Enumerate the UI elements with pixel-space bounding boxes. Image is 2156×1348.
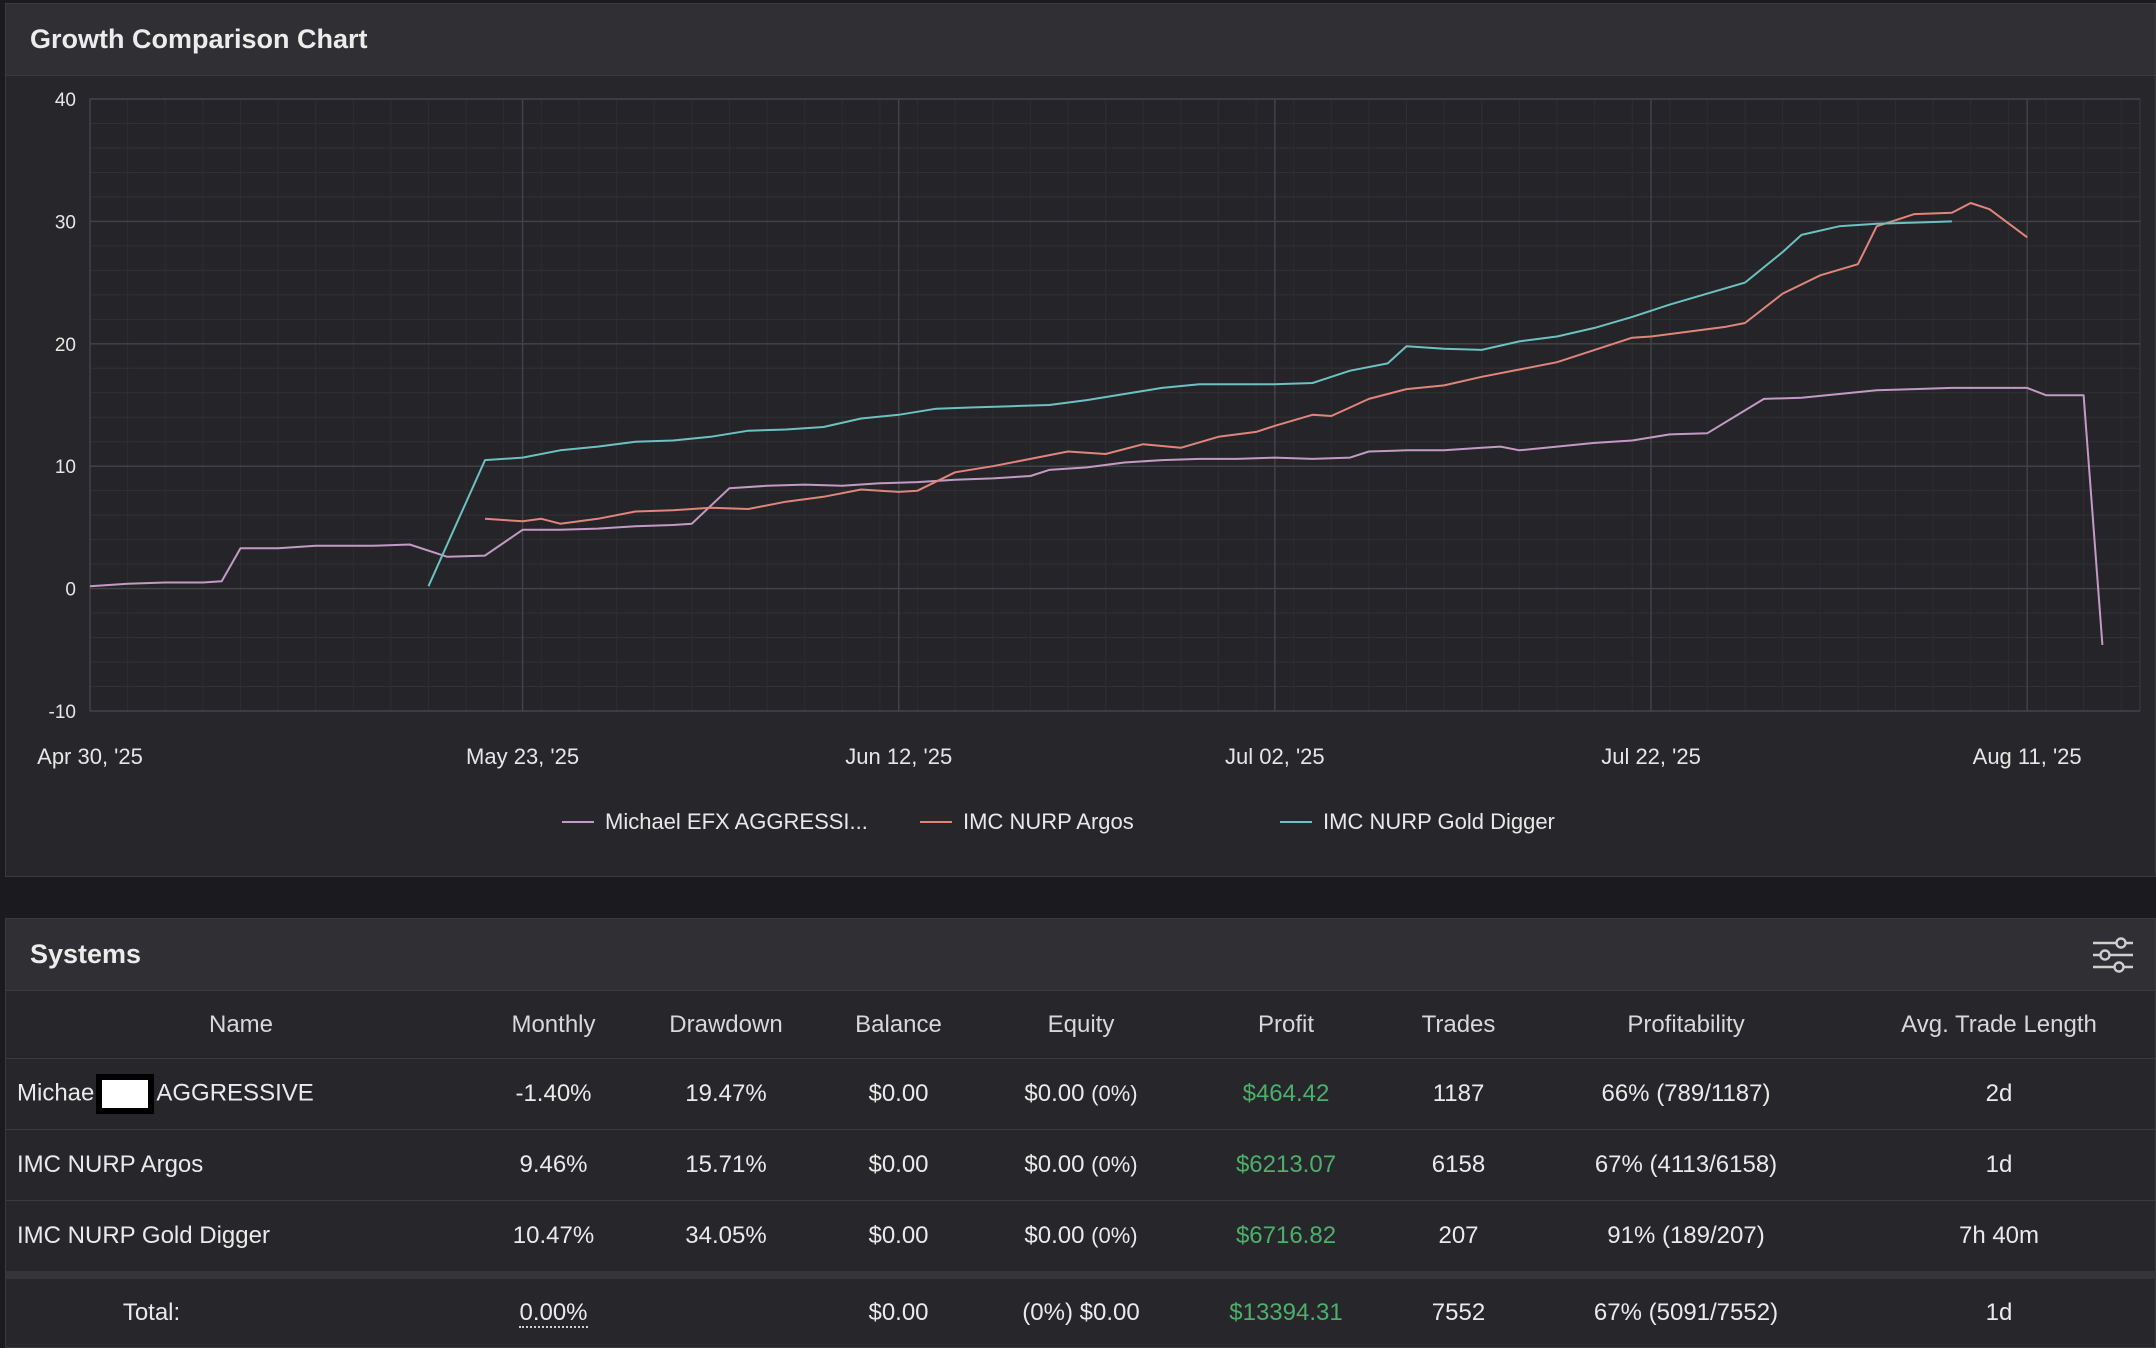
column-header[interactable]: Drawdown bbox=[631, 991, 821, 1059]
equity-cell: $0.00 (0%) bbox=[976, 1200, 1186, 1276]
y-tick-label: 0 bbox=[65, 580, 76, 601]
column-header[interactable]: Trades bbox=[1386, 991, 1531, 1059]
plot-area bbox=[89, 98, 2141, 712]
column-header[interactable]: Equity bbox=[976, 991, 1186, 1059]
profitability-cell: 67% (4113/6158) bbox=[1531, 1129, 1841, 1201]
chart-legend: Michael EFX AGGRESSI... IMC NURP Argos I… bbox=[6, 807, 2155, 837]
legend-swatch bbox=[920, 821, 952, 823]
system-name[interactable]: IMC NURP Argos bbox=[6, 1129, 476, 1201]
y-tick-label: 30 bbox=[55, 212, 76, 233]
legend-item-series-3[interactable]: IMC NURP Gold Digger bbox=[1280, 807, 1555, 837]
total-equity: (0%) $0.00 bbox=[976, 1271, 1186, 1348]
total-balance: $0.00 bbox=[821, 1271, 976, 1348]
table-row[interactable]: Michae AGGRESSIVE -1.40% 19.47% $0.00 $0.… bbox=[6, 1058, 2156, 1130]
x-tick-label: Jun 12, '25 bbox=[845, 744, 952, 769]
total-profitability: 67% (5091/7552) bbox=[1531, 1271, 1841, 1348]
profit-cell: $6213.07 bbox=[1186, 1129, 1386, 1201]
balance-cell: $0.00 bbox=[821, 1129, 976, 1201]
x-tick-label: Apr 30, '25 bbox=[37, 744, 143, 769]
growth-chart-panel: Growth Comparison Chart -10 0 10 20 30 40 Apr … bbox=[5, 3, 2156, 877]
monthly-cell: 9.46% bbox=[476, 1129, 631, 1201]
monthly-cell: -1.40% bbox=[476, 1058, 631, 1130]
column-header[interactable]: Profit bbox=[1186, 991, 1386, 1059]
total-label: Total: bbox=[6, 1271, 476, 1348]
table-row[interactable]: IMC NURP Argos 9.46% 15.71% $0.00 $0.00 … bbox=[6, 1129, 2156, 1201]
drawdown-cell: 34.05% bbox=[631, 1200, 821, 1276]
avg-trade-length-cell: 7h 40m bbox=[1841, 1200, 2156, 1276]
table-row[interactable]: IMC NURP Gold Digger 10.47% 34.05% $0.00… bbox=[6, 1200, 2156, 1276]
trades-cell: 207 bbox=[1386, 1200, 1531, 1276]
series-line-1 bbox=[89, 386, 2104, 645]
series-line-2 bbox=[484, 202, 2028, 525]
legend-label: Michael EFX AGGRESSI... bbox=[605, 809, 868, 834]
profitability-cell: 91% (189/207) bbox=[1531, 1200, 1841, 1276]
avg-trade-length-cell: 2d bbox=[1841, 1058, 2156, 1130]
trades-cell: 6158 bbox=[1386, 1129, 1531, 1201]
systems-table: Name Monthly Drawdown Balance Equity Pro… bbox=[6, 991, 2156, 1348]
trades-cell: 1187 bbox=[1386, 1058, 1531, 1130]
redaction-box bbox=[96, 1074, 155, 1114]
x-tick-label: May 23, '25 bbox=[466, 744, 579, 769]
systems-panel-header: Systems bbox=[6, 919, 2155, 991]
total-profit: $13394.31 bbox=[1186, 1271, 1386, 1348]
y-tick-label: 40 bbox=[55, 90, 76, 111]
x-tick-label: Jul 22, '25 bbox=[1601, 744, 1701, 769]
column-header[interactable]: Avg. Trade Length bbox=[1841, 991, 2156, 1059]
profitability-cell: 66% (789/1187) bbox=[1531, 1058, 1841, 1130]
system-name[interactable]: IMC NURP Gold Digger bbox=[6, 1200, 476, 1276]
legend-item-series-1[interactable]: Michael EFX AGGRESSI... bbox=[562, 807, 868, 837]
drawdown-cell: 15.71% bbox=[631, 1129, 821, 1201]
legend-label: IMC NURP Argos bbox=[963, 809, 1134, 834]
chart-panel-title: Growth Comparison Chart bbox=[30, 24, 368, 54]
total-monthly: 0.00% bbox=[476, 1271, 631, 1348]
balance-cell: $0.00 bbox=[821, 1058, 976, 1130]
drawdown-cell: 19.47% bbox=[631, 1058, 821, 1130]
avg-trade-length-cell: 1d bbox=[1841, 1129, 2156, 1201]
column-header[interactable]: Name bbox=[6, 991, 476, 1059]
total-avg-trade-length: 1d bbox=[1841, 1271, 2156, 1348]
y-tick-label: -10 bbox=[49, 702, 76, 723]
systems-panel: Systems Name Monthly Drawdown Balance Eq… bbox=[5, 918, 2156, 1348]
y-tick-label: 20 bbox=[55, 335, 76, 356]
profit-cell: $464.42 bbox=[1186, 1058, 1386, 1130]
equity-cell: $0.00 (0%) bbox=[976, 1058, 1186, 1130]
column-header[interactable]: Profitability bbox=[1531, 991, 1841, 1059]
legend-label: IMC NURP Gold Digger bbox=[1323, 809, 1555, 834]
column-header[interactable]: Balance bbox=[821, 991, 976, 1059]
balance-cell: $0.00 bbox=[821, 1200, 976, 1276]
x-tick-label: Jul 02, '25 bbox=[1225, 744, 1325, 769]
legend-swatch bbox=[562, 821, 594, 823]
total-row: Total: 0.00% $0.00 (0%) $0.00 $13394.31 … bbox=[6, 1271, 2156, 1348]
legend-swatch bbox=[1280, 821, 1312, 823]
total-drawdown bbox=[631, 1271, 821, 1348]
column-header[interactable]: Monthly bbox=[476, 991, 631, 1059]
system-name[interactable]: Michae AGGRESSIVE bbox=[6, 1058, 476, 1130]
sliders-icon[interactable] bbox=[2091, 935, 2135, 975]
x-tick-label: Aug 11, '25 bbox=[1973, 744, 2082, 769]
series-line-3 bbox=[427, 220, 1952, 587]
systems-panel-title: Systems bbox=[30, 939, 142, 969]
profit-cell: $6716.82 bbox=[1186, 1200, 1386, 1276]
equity-cell: $0.00 (0%) bbox=[976, 1129, 1186, 1201]
y-tick-label: 10 bbox=[55, 457, 76, 478]
monthly-cell: 10.47% bbox=[476, 1200, 631, 1276]
total-trades: 7552 bbox=[1386, 1271, 1531, 1348]
table-header-row: Name Monthly Drawdown Balance Equity Pro… bbox=[6, 991, 2156, 1059]
chart-panel-header: Growth Comparison Chart bbox=[6, 4, 2155, 76]
legend-item-series-2[interactable]: IMC NURP Argos bbox=[920, 807, 1134, 837]
growth-chart: -10 0 10 20 30 40 Apr 30, '25 May 23, '25 Jun 12… bbox=[37, 90, 2141, 769]
